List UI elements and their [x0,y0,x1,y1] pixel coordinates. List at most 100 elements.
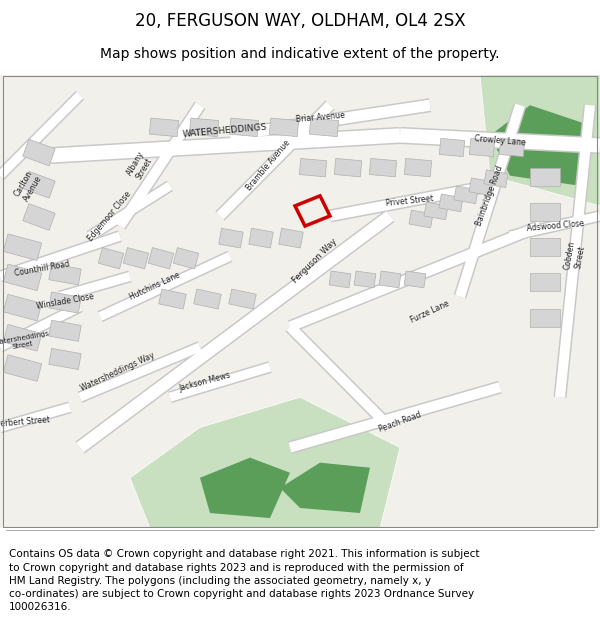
Polygon shape [116,102,204,229]
Polygon shape [76,211,394,452]
Polygon shape [229,100,431,141]
Polygon shape [404,159,431,177]
Polygon shape [469,178,493,196]
Text: Cobden
Street: Cobden Street [563,240,587,272]
Polygon shape [215,101,335,221]
Polygon shape [58,271,131,302]
Polygon shape [0,232,121,281]
Polygon shape [0,403,71,432]
Polygon shape [424,202,448,220]
Polygon shape [404,271,426,288]
Polygon shape [490,105,590,186]
Text: 20, FERGUSON WAY, OLDHAM, OL4 2SX: 20, FERGUSON WAY, OLDHAM, OL4 2SX [134,12,466,30]
Text: Jackson Mews: Jackson Mews [178,371,232,393]
Polygon shape [0,301,83,352]
Polygon shape [88,182,172,240]
Polygon shape [98,252,232,321]
Text: Peach Road: Peach Road [377,411,422,434]
Text: Contains OS data © Crown copyright and database right 2021. This information is : Contains OS data © Crown copyright and d… [9,549,479,612]
Polygon shape [370,159,397,177]
Polygon shape [286,322,395,432]
Polygon shape [219,228,243,248]
Polygon shape [530,203,560,221]
Polygon shape [168,361,272,403]
Polygon shape [3,324,42,351]
Polygon shape [49,292,81,313]
Text: Ferguson Way: Ferguson Way [291,238,339,286]
Text: Winslade Close: Winslade Close [35,292,94,311]
Polygon shape [149,118,179,137]
Text: Map shows position and indicative extent of the property.: Map shows position and indicative extent… [100,47,500,61]
Polygon shape [499,138,524,157]
Polygon shape [269,118,299,137]
Polygon shape [0,91,84,180]
Polygon shape [509,211,600,241]
Polygon shape [455,104,525,298]
Polygon shape [400,128,600,152]
Text: Watersheddings
Street: Watersheddings Street [0,331,51,353]
Polygon shape [310,118,338,137]
Text: Crowley Lane: Crowley Lane [474,134,526,147]
Polygon shape [98,248,124,269]
Polygon shape [194,289,221,309]
Polygon shape [159,289,186,309]
Polygon shape [23,171,55,198]
Polygon shape [23,204,55,231]
Polygon shape [49,348,81,369]
Polygon shape [287,220,542,333]
Polygon shape [288,381,502,454]
Polygon shape [77,341,202,402]
Polygon shape [115,102,205,229]
Polygon shape [3,264,42,291]
Polygon shape [130,398,400,528]
Polygon shape [530,273,560,291]
Polygon shape [97,251,233,322]
Polygon shape [329,181,491,221]
Polygon shape [190,118,218,137]
Polygon shape [0,231,122,282]
Text: Counthill Road: Counthill Road [14,259,70,278]
Polygon shape [354,271,376,288]
Polygon shape [3,294,42,321]
Polygon shape [0,302,82,351]
Polygon shape [3,355,42,381]
Polygon shape [288,221,542,331]
Polygon shape [23,139,55,166]
Polygon shape [229,118,259,137]
Text: WATERSHEDDINGS: WATERSHEDDINGS [182,122,268,139]
Text: Adswood Close: Adswood Close [526,219,584,233]
Text: Furze Lane: Furze Lane [409,299,451,324]
Polygon shape [173,248,199,269]
Polygon shape [289,382,502,452]
Polygon shape [299,159,326,177]
Polygon shape [50,128,400,162]
Polygon shape [280,462,370,513]
Polygon shape [409,210,433,228]
Polygon shape [480,75,600,206]
Text: Hutchins Lane: Hutchins Lane [128,271,182,302]
Polygon shape [169,362,271,401]
Polygon shape [400,127,600,154]
Polygon shape [49,320,81,341]
Polygon shape [554,104,596,398]
Polygon shape [439,194,463,212]
Polygon shape [124,248,149,269]
Polygon shape [217,102,334,219]
Polygon shape [0,92,83,179]
Polygon shape [530,309,560,327]
Polygon shape [530,168,560,186]
Polygon shape [279,228,303,248]
Polygon shape [469,138,494,157]
Polygon shape [76,210,394,454]
Text: Bainbridge Road: Bainbridge Road [475,164,505,227]
Polygon shape [148,248,173,269]
Polygon shape [484,170,508,187]
Polygon shape [3,234,42,261]
Polygon shape [286,323,394,431]
Text: Albany
Street: Albany Street [125,149,155,182]
Polygon shape [249,228,273,248]
Text: Briar Avenue: Briar Avenue [295,111,345,124]
Text: Privet Street: Privet Street [386,194,434,208]
Polygon shape [59,272,131,301]
Polygon shape [530,238,560,256]
